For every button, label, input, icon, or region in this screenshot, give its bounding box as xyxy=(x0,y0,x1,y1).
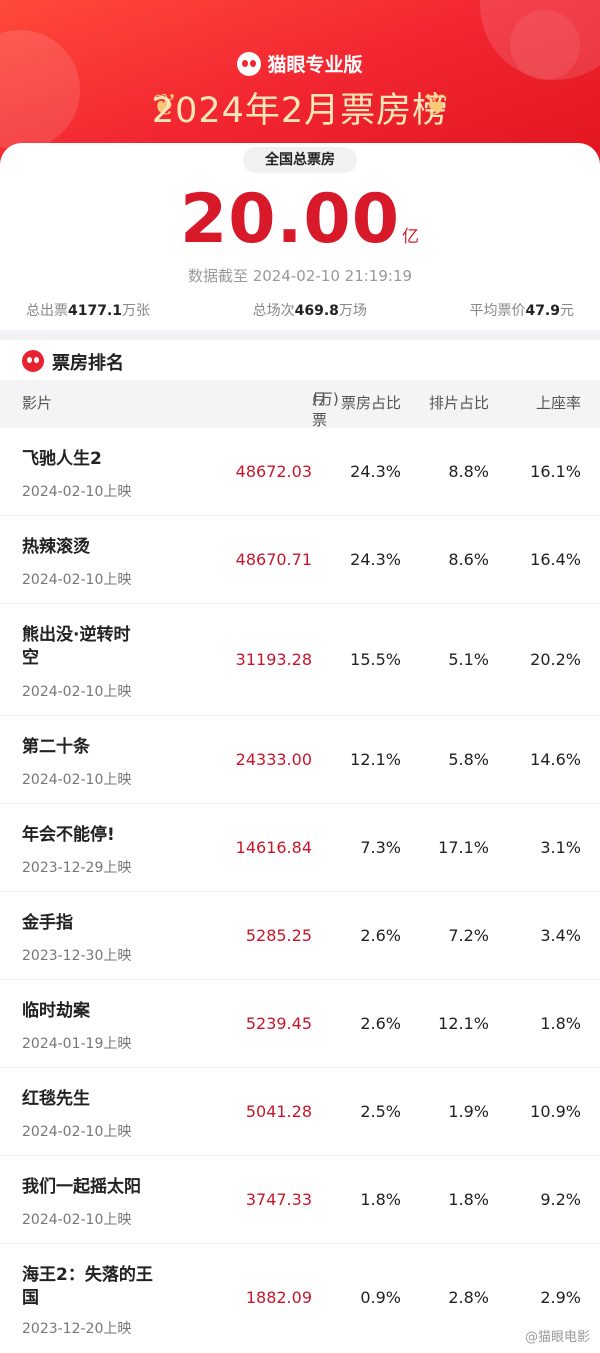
summary-card xyxy=(0,143,600,330)
occupancy: 16.4% xyxy=(530,550,581,569)
occupancy: 9.2% xyxy=(540,1190,581,1209)
film-title: 年会不能停! xyxy=(22,825,115,845)
col-schedule: 排片占比 xyxy=(428,394,489,412)
box-office: 48672.03 xyxy=(235,462,312,481)
release-date: 2024-02-10上映 xyxy=(22,572,132,588)
decor-bubble xyxy=(510,10,580,80)
occupancy: 10.9% xyxy=(530,1102,581,1121)
film-title: 飞驰人生2 xyxy=(22,449,102,469)
share: 2.5% xyxy=(360,1102,401,1121)
laurel-left-icon: ❦ xyxy=(152,88,178,123)
schedule: 5.8% xyxy=(448,750,489,769)
box-office: 5239.45 xyxy=(245,1014,312,1033)
film-title: 红毯先生 xyxy=(22,1089,90,1109)
table-row[interactable]: 金手指 2023-12-30上映 5285.25 2.6% 7.2% 3.4% xyxy=(0,892,600,980)
total-unit: 亿 xyxy=(402,227,421,247)
schedule: 17.1% xyxy=(438,838,489,857)
share: 24.3% xyxy=(350,462,401,481)
page-title: 2024年2月票房榜 xyxy=(151,91,449,131)
schedule: 1.9% xyxy=(448,1102,489,1121)
schedule: 8.6% xyxy=(448,550,489,569)
release-date: 2024-01-19上映 xyxy=(22,1036,132,1052)
release-date: 2023-12-20上映 xyxy=(22,1321,132,1337)
header-banner xyxy=(0,0,600,170)
film-title: 金手指 xyxy=(22,913,73,933)
brand-name: 猫眼专业版 xyxy=(267,54,363,76)
occupancy: 16.1% xyxy=(530,462,581,481)
share: 7.3% xyxy=(360,838,401,857)
summary-stats: 总出票4177.1万张 总场次469.8万场 平均票价47.9元 xyxy=(26,300,574,320)
total-box-office-label: 全国总票房 xyxy=(243,147,357,173)
occupancy: 3.1% xyxy=(540,838,581,857)
box-office: 5041.28 xyxy=(245,1102,312,1121)
release-date: 2023-12-30上映 xyxy=(22,948,132,964)
box-office: 3747.33 xyxy=(245,1190,312,1209)
table-row[interactable]: 年会不能停! 2023-12-29上映 14616.84 7.3% 17.1% … xyxy=(0,804,600,892)
share: 15.5% xyxy=(350,650,401,669)
laurel-right-icon: ❦ xyxy=(422,88,448,123)
stat-avg-price: 平均票价47.9元 xyxy=(469,303,574,319)
share: 1.8% xyxy=(360,1190,401,1209)
divider xyxy=(0,330,600,340)
stat-shows: 总场次469.8万场 xyxy=(252,303,367,319)
occupancy: 3.4% xyxy=(540,926,581,945)
box-office: 5285.25 xyxy=(245,926,312,945)
release-date: 2024-02-10上映 xyxy=(22,1124,132,1140)
release-date: 2024-02-10上映 xyxy=(22,772,132,788)
share: 12.1% xyxy=(350,750,401,769)
schedule: 12.1% xyxy=(438,1014,489,1033)
release-date: 2024-02-10上映 xyxy=(22,684,132,700)
col-film: 影片 xyxy=(22,394,53,412)
ranking-title: 票房排名 xyxy=(52,353,124,374)
release-date: 2024-02-10上映 xyxy=(22,484,132,500)
schedule: 2.8% xyxy=(448,1288,489,1307)
schedule: 8.8% xyxy=(448,462,489,481)
film-title: 我们一起摇太阳 xyxy=(22,1177,141,1197)
table-row[interactable]: 红毯先生 2024-02-10上映 5041.28 2.5% 1.9% 10.9… xyxy=(0,1068,600,1156)
share: 2.6% xyxy=(360,926,401,945)
occupancy: 2.9% xyxy=(540,1288,581,1307)
box-office: 1882.09 xyxy=(245,1288,312,1307)
share: 24.3% xyxy=(350,550,401,569)
release-date: 2024-02-10上映 xyxy=(22,1212,132,1228)
box-office: 31193.28 xyxy=(235,650,312,669)
ranking-header: 票房排名 xyxy=(0,340,600,380)
release-date: 2023-12-29上映 xyxy=(22,860,132,876)
col-share: 票房占比 xyxy=(340,394,401,412)
cat-logo-icon xyxy=(237,51,262,76)
occupancy: 1.8% xyxy=(540,1014,581,1033)
occupancy: 14.6% xyxy=(530,750,581,769)
schedule: 5.1% xyxy=(448,650,489,669)
box-office: 14616.84 xyxy=(235,838,312,857)
film-title: 热辣滚烫 xyxy=(22,537,90,557)
total-box-office-value: 20.00 亿 xyxy=(0,180,600,259)
table-row[interactable]: 热辣滚烫 2024-02-10上映 48670.71 24.3% 8.6% 16… xyxy=(0,516,600,604)
schedule: 7.2% xyxy=(448,926,489,945)
brand-row: 猫眼专业版 xyxy=(0,50,600,77)
total-value: 20.00 xyxy=(179,180,401,259)
box-office: 48670.71 xyxy=(235,550,312,569)
film-title: 临时劫案 xyxy=(22,1001,90,1021)
table-row[interactable]: 熊出没·逆转时空 2024-02-10上映 31193.28 15.5% 5.1… xyxy=(0,604,600,716)
table-header: 影片 月票房 (万) 票房占比 排片占比 上座率 xyxy=(0,380,600,450)
film-title: 熊出没·逆转时空 xyxy=(22,625,131,668)
share: 2.6% xyxy=(360,1014,401,1033)
film-title: 第二十条 xyxy=(22,737,90,757)
stat-tickets: 总出票4177.1万张 xyxy=(26,303,151,319)
box-office: 24333.00 xyxy=(235,750,312,769)
schedule: 1.8% xyxy=(448,1190,489,1209)
cat-logo-icon xyxy=(22,350,44,372)
table-row[interactable]: 飞驰人生2 2024-02-10上映 48672.03 24.3% 8.8% 1… xyxy=(0,428,600,516)
table-row[interactable]: 第二十条 2024-02-10上映 24333.00 12.1% 5.8% 14… xyxy=(0,716,600,804)
col-occupancy: 上座率 xyxy=(535,394,581,412)
watermark: @猫眼电影 xyxy=(524,1330,590,1345)
share: 0.9% xyxy=(360,1288,401,1307)
film-title: 海王2：失落的王国 xyxy=(22,1265,153,1308)
data-timestamp: 数据截至 2024-02-10 21:19:19 xyxy=(187,267,413,285)
table-row[interactable]: 临时劫案 2024-01-19上映 5239.45 2.6% 12.1% 1.8… xyxy=(0,980,600,1068)
table-row[interactable]: 我们一起摇太阳 2024-02-10上映 3747.33 1.8% 1.8% 9… xyxy=(0,1156,600,1244)
occupancy: 20.2% xyxy=(530,650,581,669)
table-row[interactable]: 海王2：失落的王国 2023-12-20上映 1882.09 0.9% 2.8%… xyxy=(0,1244,600,1353)
